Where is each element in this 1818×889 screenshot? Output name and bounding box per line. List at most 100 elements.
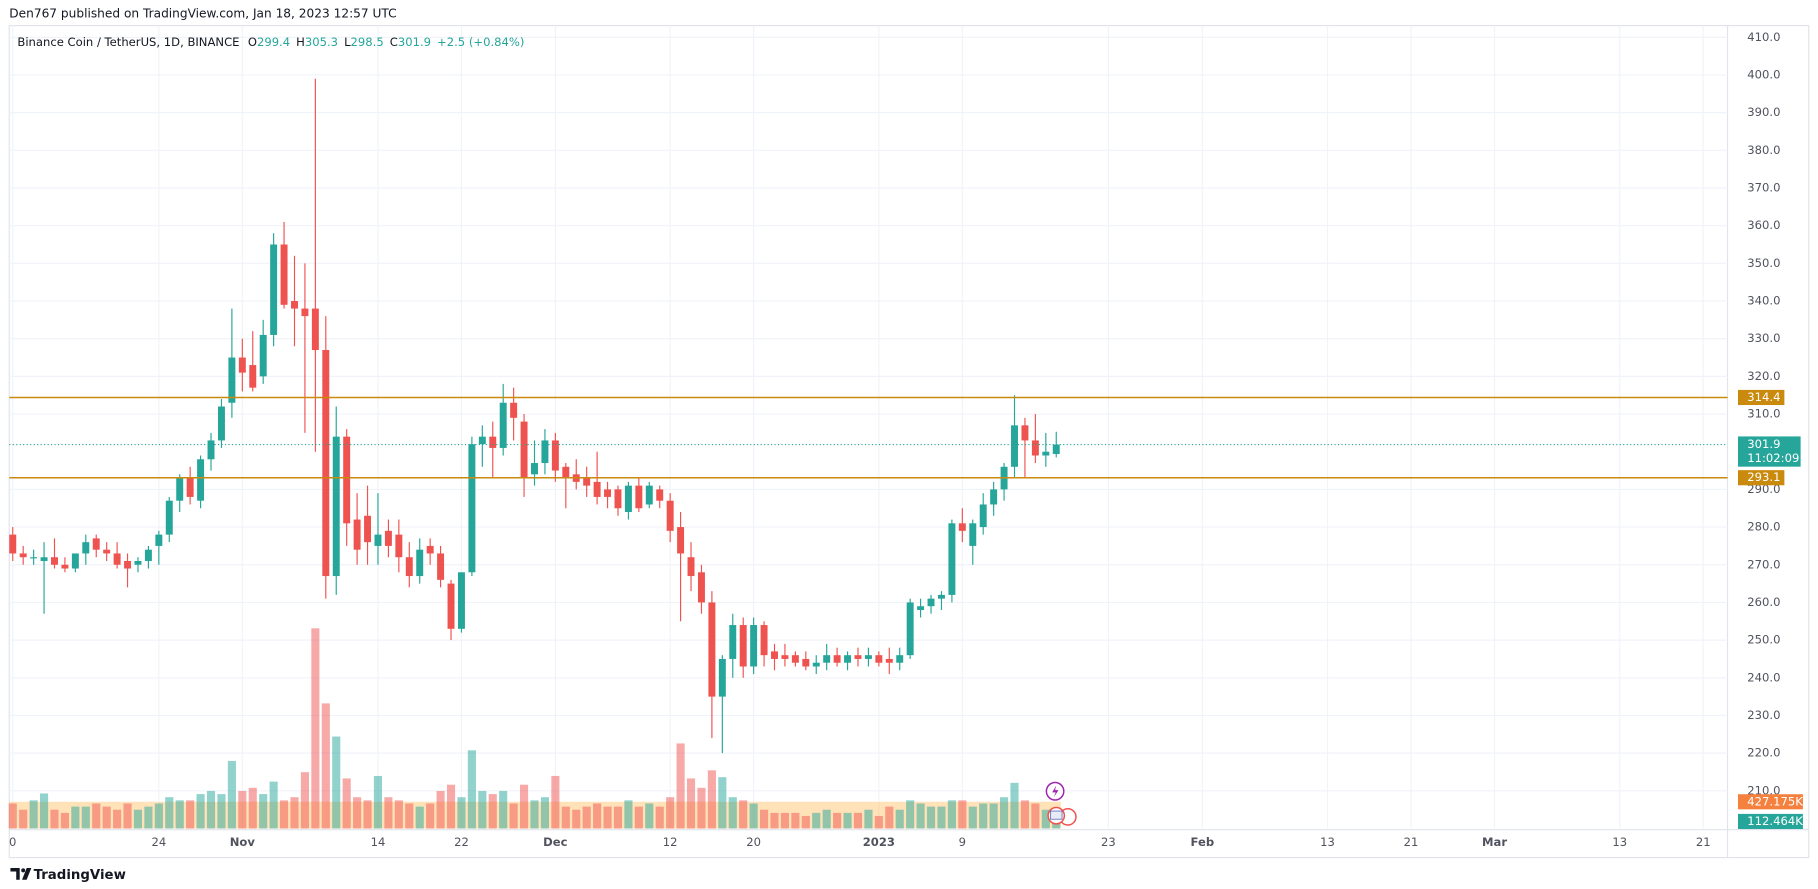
- candle-body: [656, 489, 664, 501]
- candle-body: [896, 655, 904, 663]
- candle-body: [71, 553, 79, 569]
- candle-body: [750, 625, 758, 667]
- y-tick-label: 240.0: [1747, 670, 1780, 684]
- candle-body: [30, 557, 38, 559]
- candle-body: [885, 658, 893, 663]
- y-tick-label: 360.0: [1747, 218, 1780, 232]
- volume-bar: [1052, 821, 1061, 829]
- brand-name: TradingView: [34, 868, 126, 883]
- candle-body: [1031, 440, 1039, 456]
- volume-bar: [561, 806, 570, 829]
- candle-body: [103, 549, 111, 554]
- volume-bar: [259, 794, 268, 829]
- volume-bar: [478, 790, 487, 829]
- volume-bar: [572, 809, 581, 829]
- x-tick-label: 14: [371, 835, 386, 849]
- candle-body: [270, 244, 278, 335]
- candle-body: [217, 406, 225, 441]
- level-label: 293.1: [1747, 470, 1780, 484]
- volume-bar: [947, 800, 956, 829]
- logo-dot: [21, 868, 26, 873]
- volume-bar: [989, 803, 998, 829]
- level-label: 314.4: [1747, 390, 1780, 404]
- volume-bar: [728, 797, 737, 829]
- volume-ma-label: 427.175K: [1747, 794, 1803, 808]
- candle-body: [353, 519, 361, 550]
- volume-bar: [196, 794, 205, 829]
- volume-bar: [186, 800, 195, 829]
- volume-bar: [853, 812, 863, 829]
- candle-body: [614, 489, 622, 509]
- candle-body: [1021, 425, 1029, 441]
- candle-body: [343, 436, 351, 524]
- countdown-label: 11:02:09: [1747, 451, 1799, 465]
- candle-body: [374, 534, 382, 546]
- candle-body: [176, 478, 184, 501]
- x-tick-label: Dec: [543, 835, 567, 849]
- volume-bar: [613, 806, 623, 829]
- candle-body: [207, 440, 215, 460]
- volume-bar: [227, 760, 236, 829]
- symbol-title: Binance Coin / TetherUS, 1D, BINANCE: [17, 34, 239, 48]
- candle-body: [781, 655, 789, 659]
- candle-body: [238, 357, 246, 373]
- volume-bar: [60, 812, 69, 829]
- y-tick-label: 340.0: [1747, 294, 1780, 308]
- x-tick-label: Nov: [230, 835, 256, 849]
- volume-bar: [92, 803, 101, 829]
- volume-bar: [582, 806, 591, 829]
- volume-bar: [269, 781, 278, 829]
- volume-bar: [238, 790, 247, 829]
- volume-bar: [780, 812, 789, 829]
- volume-bar: [321, 703, 330, 829]
- volume-bar: [81, 806, 90, 829]
- candle-body: [322, 349, 330, 577]
- volume-bar: [509, 803, 518, 829]
- volume-bar: [353, 797, 362, 829]
- volume-bar: [770, 812, 779, 829]
- volume-bar: [19, 809, 28, 829]
- volume-bar: [1010, 782, 1019, 829]
- volume-bar: [1031, 803, 1040, 829]
- candle-body: [51, 557, 58, 565]
- y-tick-label: 280.0: [1747, 520, 1780, 534]
- candle-body: [332, 436, 340, 577]
- candle-body: [124, 560, 132, 569]
- candle-body: [687, 557, 695, 577]
- x-tick-label: 21: [1696, 835, 1711, 849]
- y-tick-label: 290.0: [1747, 482, 1780, 496]
- volume-bar: [50, 809, 59, 829]
- x-tick-label: 22: [454, 835, 469, 849]
- candle-body: [677, 527, 685, 554]
- candle-body: [958, 523, 966, 531]
- logo-mark: [10, 868, 20, 880]
- candle-body: [9, 534, 17, 554]
- candle-body: [437, 553, 445, 580]
- candle-body: [280, 244, 288, 305]
- volume-bar: [968, 806, 977, 829]
- y-tick-label: 250.0: [1747, 633, 1780, 647]
- y-tick-label: 380.0: [1747, 143, 1780, 157]
- candle-body: [478, 436, 486, 445]
- volume-bar: [248, 787, 257, 829]
- chart-frame: [8, 25, 1810, 859]
- volume-bar: [467, 750, 476, 829]
- candle-body: [791, 655, 799, 663]
- candle-body: [19, 553, 27, 558]
- volume-bar: [676, 743, 685, 829]
- candle-body: [990, 489, 998, 505]
- volume-bar: [280, 800, 289, 829]
- change-percent: (+0.84%): [469, 34, 525, 48]
- volume-bar: [290, 797, 299, 829]
- volume-bar: [373, 775, 383, 829]
- candle-body: [144, 549, 152, 561]
- volume-bar: [686, 778, 696, 829]
- volume-bar: [843, 812, 852, 829]
- x-tick-label: 0: [9, 835, 16, 849]
- volume-bar: [311, 628, 320, 829]
- y-tick-label: 320.0: [1747, 369, 1780, 383]
- volume-bar: [864, 809, 873, 829]
- candle-body: [551, 440, 559, 471]
- y-tick-label: 400.0: [1747, 67, 1780, 81]
